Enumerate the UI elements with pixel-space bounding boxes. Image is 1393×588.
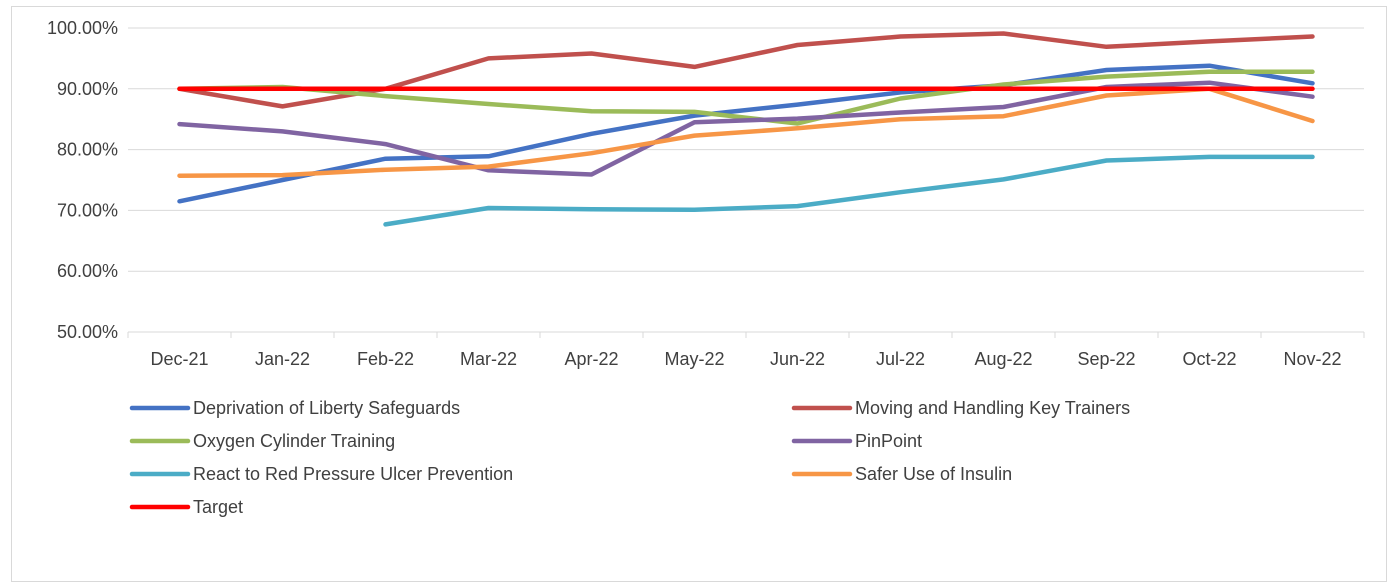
series-line-pinpoint xyxy=(177,80,1315,177)
x-tick-label: Feb-22 xyxy=(357,349,414,369)
series-line-react-to-red-pressure-ulcer-prevention xyxy=(383,154,1315,227)
legend-label: React to Red Pressure Ulcer Prevention xyxy=(193,464,513,484)
x-tick-label: Sep-22 xyxy=(1077,349,1135,369)
legend-label: Deprivation of Liberty Safeguards xyxy=(193,398,460,418)
series-line-safer-use-of-insulin xyxy=(177,86,1315,178)
legend-label: Safer Use of Insulin xyxy=(855,464,1012,484)
legend-item-safer-use-of-insulin: Safer Use of Insulin xyxy=(791,464,1012,484)
y-tick-label: 100.00% xyxy=(47,18,118,38)
x-tick-label: Jul-22 xyxy=(876,349,925,369)
y-axis-tick-labels: 50.00% 60.00% 70.00% 80.00% 90.00% 100.00% xyxy=(47,18,118,342)
series-line-moving-and-handling-key-trainers xyxy=(177,31,1315,109)
legend-item-target: Target xyxy=(129,497,243,517)
legend-item-pinpoint: PinPoint xyxy=(791,431,922,451)
legend: Deprivation of Liberty Safeguards Moving … xyxy=(129,398,1130,517)
x-tick-label: Apr-22 xyxy=(564,349,618,369)
x-tick-label: Jun-22 xyxy=(770,349,825,369)
x-axis-tick-labels: Dec-21 Jan-22 Feb-22 Mar-22 Apr-22 May-22 Jun-… xyxy=(150,349,1341,369)
chart-frame: 50.00% 60.00% 70.00% 80.00% 90.00% 100.00% De… xyxy=(11,6,1387,582)
legend-item-react-to-red-pressure-ulcer-prevention: React to Red Pressure Ulcer Prevention xyxy=(129,464,513,484)
y-tick-label: 50.00% xyxy=(57,322,118,342)
x-tick-label: Jan-22 xyxy=(255,349,310,369)
y-tick-label: 60.00% xyxy=(57,261,118,281)
line-chart: 50.00% 60.00% 70.00% 80.00% 90.00% 100.00% De… xyxy=(47,18,1365,517)
legend-label: PinPoint xyxy=(855,431,922,451)
legend-item-deprivation-of-liberty-safeguards: Deprivation of Liberty Safeguards xyxy=(129,398,460,418)
legend-label: Moving and Handling Key Trainers xyxy=(855,398,1130,418)
series-line-oxygen-cylinder-training xyxy=(177,69,1315,126)
x-tick-label: Oct-22 xyxy=(1182,349,1236,369)
series-line-deprivation-of-liberty-safeguards xyxy=(177,63,1315,204)
x-tick-label: Aug-22 xyxy=(974,349,1032,369)
legend-item-oxygen-cylinder-training: Oxygen Cylinder Training xyxy=(129,431,395,451)
series-lines xyxy=(177,31,1315,227)
x-tick-label: Nov-22 xyxy=(1283,349,1341,369)
legend-item-moving-and-handling-key-trainers: Moving and Handling Key Trainers xyxy=(791,398,1130,418)
y-tick-label: 90.00% xyxy=(57,79,118,99)
x-axis xyxy=(127,331,1365,338)
x-tick-label: Mar-22 xyxy=(460,349,517,369)
x-tick-label: Dec-21 xyxy=(150,349,208,369)
y-tick-label: 80.00% xyxy=(57,140,118,160)
y-tick-label: 70.00% xyxy=(57,200,118,220)
x-tick-label: May-22 xyxy=(664,349,724,369)
legend-label: Target xyxy=(193,497,243,517)
legend-label: Oxygen Cylinder Training xyxy=(193,431,395,451)
